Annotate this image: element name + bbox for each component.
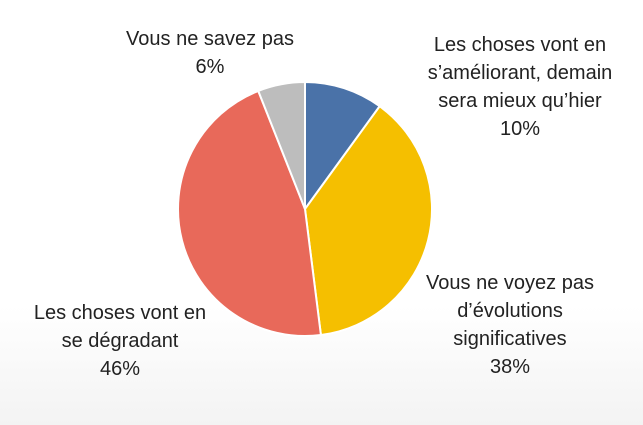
slice-value-label: 6% bbox=[195, 56, 225, 78]
slice-value-label: 46% bbox=[99, 358, 141, 380]
slice-label-pas-evolution: Vous ne voyez pas d’évolutions significa… bbox=[400, 269, 620, 381]
slice-label-line: Vous ne savez pas bbox=[126, 28, 294, 50]
slice-label-line: Les choses vont en bbox=[33, 302, 207, 324]
pie-slice-pas-evolution bbox=[304, 105, 434, 336]
pie-slice-degradant bbox=[177, 89, 322, 337]
pie-slice-ne-savez-pas bbox=[257, 81, 306, 210]
slice-label-line: Vous ne voyez pas bbox=[426, 272, 594, 294]
slice-label-ne-savez-pas: Vous ne savez pas 6% bbox=[100, 25, 320, 81]
slice-label-ameliorant: Les choses vont en s’améliorant, demain … bbox=[400, 31, 640, 143]
slice-value-label: 10% bbox=[499, 118, 541, 140]
slice-label-line: sera mieux qu’hier bbox=[438, 90, 602, 112]
slice-label-line: Les choses vont en bbox=[433, 34, 607, 56]
slice-label-line: se dégradant bbox=[61, 330, 179, 352]
slice-value-label: 38% bbox=[489, 356, 531, 378]
slice-label-line: d’évolutions bbox=[457, 300, 563, 322]
pie-slice-ameliorant bbox=[304, 81, 381, 210]
slice-label-degradant: Les choses vont en se dégradant 46% bbox=[10, 299, 230, 383]
slice-label-line: s’améliorant, demain bbox=[427, 62, 613, 84]
slice-label-line: significatives bbox=[453, 328, 567, 350]
